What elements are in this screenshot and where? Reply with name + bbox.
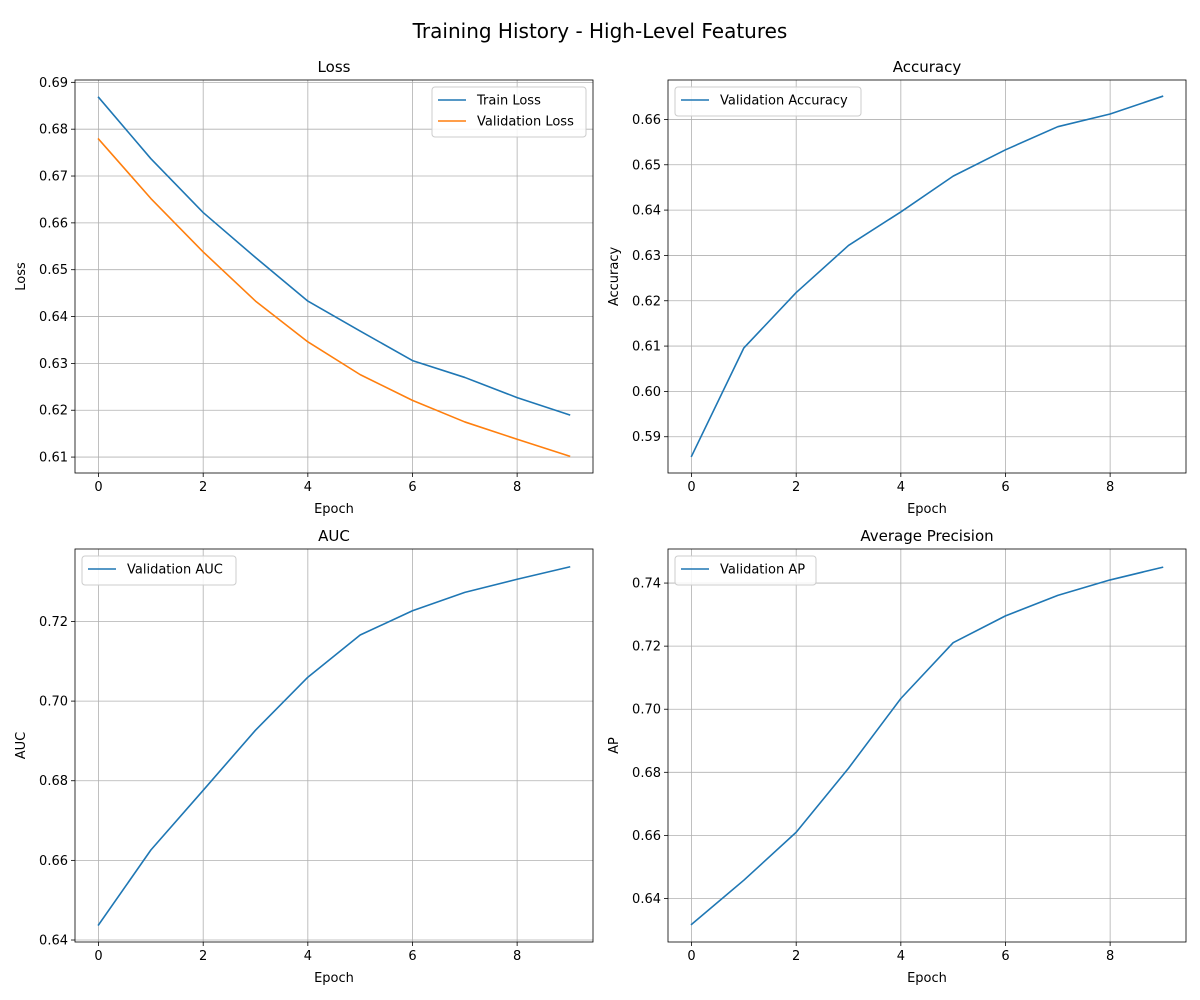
axes-frame <box>74 548 594 943</box>
x-tick-label: 2 <box>792 480 800 495</box>
y-tick-label: 0.70 <box>39 695 68 710</box>
figure-title: Training History - High-Level Features <box>412 19 788 43</box>
y-tick-label: 0.74 <box>632 577 661 592</box>
legend: Validation AP <box>674 555 817 586</box>
y-tick-label: 0.61 <box>39 451 68 466</box>
y-tick-label: 0.62 <box>632 294 661 309</box>
y-tick-label: 0.61 <box>632 340 661 355</box>
y-tick-label: 0.66 <box>632 113 661 128</box>
series-line-validation-auc <box>97 565 571 926</box>
x-axis-label: Epoch <box>907 502 947 517</box>
axes-frame <box>667 79 1187 474</box>
y-tick-label: 0.64 <box>39 934 68 949</box>
x-tick-label: 0 <box>687 949 695 964</box>
legend: Train Loss Validation Loss <box>431 86 587 138</box>
subplot-title: Accuracy <box>893 58 962 76</box>
legend-box <box>674 555 817 586</box>
x-tick-label: 4 <box>304 480 312 495</box>
legend-box <box>81 555 237 586</box>
series-line-train-loss <box>97 96 571 416</box>
legend-box <box>431 86 587 138</box>
y-tick-label: 0.59 <box>632 430 661 445</box>
x-tick-label: 2 <box>199 949 207 964</box>
legend-label: Validation Loss <box>477 115 574 130</box>
y-tick-label: 0.72 <box>632 640 661 655</box>
x-tick-label: 2 <box>792 949 800 964</box>
legend: Validation Accuracy <box>674 86 862 117</box>
x-tick-label: 6 <box>1001 949 1009 964</box>
y-tick-label: 0.68 <box>39 774 68 789</box>
y-tick-label: 0.65 <box>39 263 68 278</box>
y-tick-label: 0.70 <box>632 703 661 718</box>
subplot-accuracy: Accuracy 0 2 4 6 8 0.59 0.60 0.61 0.62 0.63 0.64 0.6… <box>607 58 1187 517</box>
x-tick-label: 8 <box>513 480 521 495</box>
y-tick-label: 0.63 <box>39 357 68 372</box>
y-axis-label: Loss <box>14 262 29 291</box>
y-tick-label: 0.69 <box>39 76 68 91</box>
y-tick-label: 0.68 <box>39 123 68 138</box>
x-tick-label: 6 <box>408 949 416 964</box>
subplot-average-precision: Average Precision 0 2 4 6 8 0.64 0.66 0.68 0.70 0.… <box>607 527 1187 986</box>
y-tick-label: 0.63 <box>632 249 661 264</box>
x-tick-label: 4 <box>897 480 905 495</box>
x-axis-label: Epoch <box>314 971 354 986</box>
y-axis-label: AUC <box>14 732 29 760</box>
x-tick-label: 8 <box>1106 949 1114 964</box>
axes-frame <box>74 79 594 474</box>
y-tick-label: 0.64 <box>39 310 68 325</box>
subplot-title: Average Precision <box>860 527 993 545</box>
x-tick-label: 2 <box>199 480 207 495</box>
x-tick-label: 6 <box>408 480 416 495</box>
y-axis-label: Accuracy <box>607 247 622 307</box>
legend-label: Validation AP <box>720 563 805 578</box>
y-tick-label: 0.60 <box>632 385 661 400</box>
subplot-grid: Loss 0 2 4 6 8 0.61 0.62 0.63 0.64 0.65 0.66 0.67 0.6… <box>14 58 1187 986</box>
series-line-validation-accuracy <box>690 95 1164 458</box>
y-tick-label: 0.64 <box>632 892 661 907</box>
x-tick-label: 0 <box>94 949 102 964</box>
legend-box <box>674 86 862 117</box>
x-tick-label: 4 <box>304 949 312 964</box>
x-tick-label: 4 <box>897 949 905 964</box>
axes-frame <box>667 548 1187 943</box>
subplot-title: Loss <box>318 58 351 76</box>
series-line-validation-ap <box>690 566 1164 926</box>
subplot-loss: Loss 0 2 4 6 8 0.61 0.62 0.63 0.64 0.65 0.66 0.67 0.6… <box>14 58 594 517</box>
legend-label: Train Loss <box>476 94 541 109</box>
x-tick-label: 0 <box>687 480 695 495</box>
subplot-auc: AUC 0 2 4 6 8 0.64 0.66 0.68 0.70 0.72 Epoch AUC Vali… <box>14 527 594 986</box>
y-tick-label: 0.66 <box>632 829 661 844</box>
legend: Validation AUC <box>81 555 237 586</box>
legend-label: Validation Accuracy <box>720 94 848 109</box>
x-axis-label: Epoch <box>314 502 354 517</box>
x-tick-label: 6 <box>1001 480 1009 495</box>
x-tick-label: 8 <box>513 949 521 964</box>
y-tick-label: 0.67 <box>39 170 68 185</box>
x-tick-label: 8 <box>1106 480 1114 495</box>
y-tick-label: 0.66 <box>39 854 68 869</box>
y-tick-label: 0.72 <box>39 615 68 630</box>
legend-label: Validation AUC <box>127 563 223 578</box>
x-tick-label: 0 <box>94 480 102 495</box>
y-tick-label: 0.64 <box>632 204 661 219</box>
y-tick-label: 0.66 <box>39 216 68 231</box>
x-axis-label: Epoch <box>907 971 947 986</box>
y-axis-label: AP <box>607 737 622 754</box>
y-tick-label: 0.68 <box>632 766 661 781</box>
y-tick-label: 0.62 <box>39 404 68 419</box>
series-line-validation-loss <box>97 137 571 458</box>
subplot-title: AUC <box>318 527 350 545</box>
y-tick-label: 0.65 <box>632 158 661 173</box>
